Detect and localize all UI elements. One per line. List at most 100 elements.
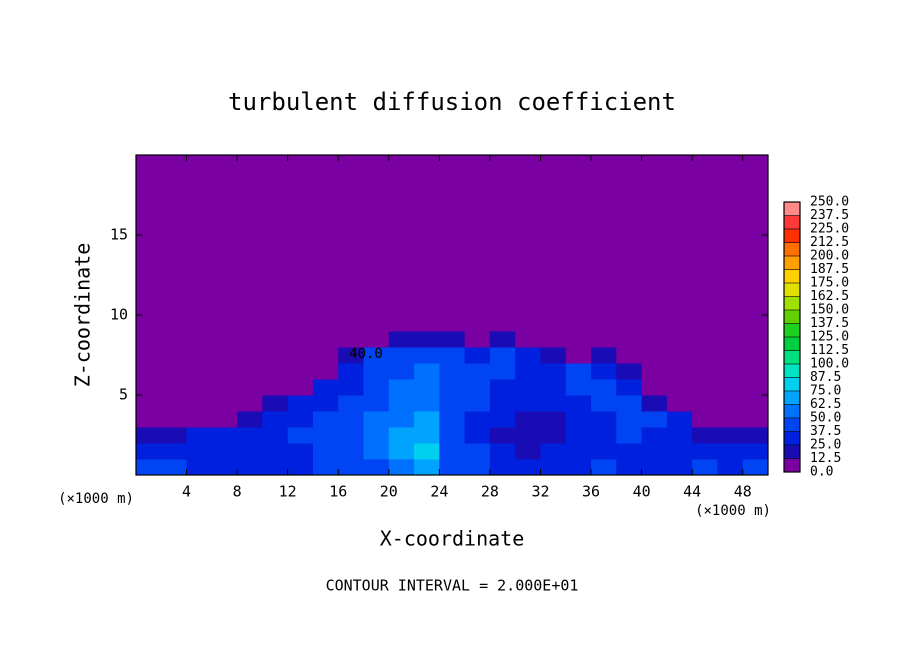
heatmap-cell	[540, 347, 567, 364]
footer-note: CONTOUR INTERVAL = 2.000E+01	[326, 577, 579, 595]
heatmap-cell	[692, 379, 718, 396]
heatmap-cell	[666, 443, 693, 460]
heatmap-cell	[211, 347, 238, 364]
heatmap-cell	[186, 411, 213, 428]
colorbar-label: 187.5	[810, 262, 849, 277]
heatmap-cell	[666, 427, 693, 444]
x-tick-label: 40	[633, 483, 651, 501]
heatmap-cell	[312, 379, 339, 396]
x-unit-label: (×1000 m)	[58, 491, 134, 507]
heatmap-cell	[742, 155, 769, 332]
heatmap-cell	[439, 347, 466, 364]
heatmap-cell	[692, 411, 718, 428]
heatmap-cell	[515, 363, 541, 380]
heatmap-cell	[338, 427, 365, 444]
heatmap-cell	[717, 347, 744, 364]
heatmap-cell	[717, 427, 744, 444]
x-tick-label: 28	[481, 483, 499, 501]
heatmap-cell	[591, 155, 617, 332]
heatmap-cell	[237, 443, 263, 460]
colorbar-label: 225.0	[810, 222, 849, 237]
heatmap-cell	[312, 443, 339, 460]
heatmap-cell	[666, 379, 693, 396]
heatmap-cell	[666, 155, 693, 332]
heatmap-cell	[717, 459, 744, 476]
heatmap-cell	[616, 155, 643, 332]
heatmap-cell	[717, 379, 744, 396]
heatmap-cell	[616, 443, 643, 460]
heatmap-cell	[388, 443, 415, 460]
colorbar-label: 50.0	[810, 411, 841, 426]
heatmap-cell	[515, 155, 541, 332]
colorbar-swatch	[784, 364, 800, 378]
heatmap-cell	[161, 379, 188, 396]
x-tick-label: 20	[380, 483, 398, 501]
heatmap-cell	[616, 459, 643, 476]
heatmap-cell	[464, 411, 491, 428]
y-tick-label: 5	[119, 386, 128, 404]
heatmap-cell	[211, 459, 238, 476]
heatmap-cell	[211, 155, 238, 332]
heatmap-cell	[262, 443, 289, 460]
heatmap-cell	[641, 347, 668, 364]
colorbar-label: 212.5	[810, 235, 849, 250]
heatmap-cell	[591, 427, 617, 444]
heatmap-cell	[489, 331, 516, 348]
colorbar-label: 112.5	[810, 343, 849, 358]
heatmap-cell	[464, 427, 491, 444]
heatmap-cell	[287, 411, 314, 428]
heatmap-cell	[388, 427, 415, 444]
heatmap-cell	[237, 363, 263, 380]
heatmap-cell	[388, 331, 415, 348]
heatmap-cell	[439, 395, 466, 412]
heatmap-cell	[414, 411, 440, 428]
heatmap-cell	[565, 379, 592, 396]
x-tick-label: 24	[430, 483, 448, 501]
heatmap-cell	[338, 395, 365, 412]
heatmap-cell	[262, 347, 289, 364]
heatmap-cell	[692, 347, 718, 364]
colorbar-swatch	[784, 391, 800, 405]
heatmap-cell	[565, 427, 592, 444]
heatmap-cell	[666, 395, 693, 412]
heatmap-cell	[312, 459, 339, 476]
colorbar-swatch	[784, 350, 800, 365]
heatmap-cell	[161, 363, 188, 380]
heatmap-cell	[742, 443, 769, 460]
colorbar-label: 12.5	[810, 451, 841, 466]
heatmap-cell	[237, 155, 263, 332]
heatmap-cell	[414, 459, 440, 476]
heatmap-cell	[414, 395, 440, 412]
colorbar-swatch	[784, 215, 800, 230]
colorbar-swatch	[784, 296, 800, 311]
heatmap-cell	[388, 363, 415, 380]
heatmap-cell	[388, 459, 415, 476]
heatmap-cell	[464, 155, 491, 332]
heatmap-cell	[464, 363, 491, 380]
colorbar-label: 137.5	[810, 316, 849, 331]
heatmap-cell	[489, 155, 516, 332]
heatmap-cell	[338, 347, 365, 364]
heatmap-cell	[641, 459, 668, 476]
heatmap-cell	[641, 395, 668, 412]
heatmap-cell	[565, 363, 592, 380]
heatmap-cell	[211, 331, 238, 348]
heatmap-cell	[186, 395, 213, 412]
colorbar-swatch	[784, 283, 800, 297]
heatmap-cell	[692, 459, 718, 476]
heatmap-cell	[186, 459, 213, 476]
heatmap-cell	[641, 443, 668, 460]
contour-label: 40.0	[349, 346, 383, 362]
heatmap-cell	[186, 443, 213, 460]
heatmap-cell	[565, 331, 592, 348]
heatmap-cell	[262, 459, 289, 476]
heatmap-cell	[742, 459, 769, 476]
heatmap-cell	[565, 443, 592, 460]
heatmap-cell	[262, 395, 289, 412]
heatmap-cell	[616, 363, 643, 380]
heatmap-cell	[414, 427, 440, 444]
y-tick-label: 10	[110, 306, 128, 324]
colorbar-label: 87.5	[810, 370, 841, 385]
heatmap-cell	[489, 427, 516, 444]
